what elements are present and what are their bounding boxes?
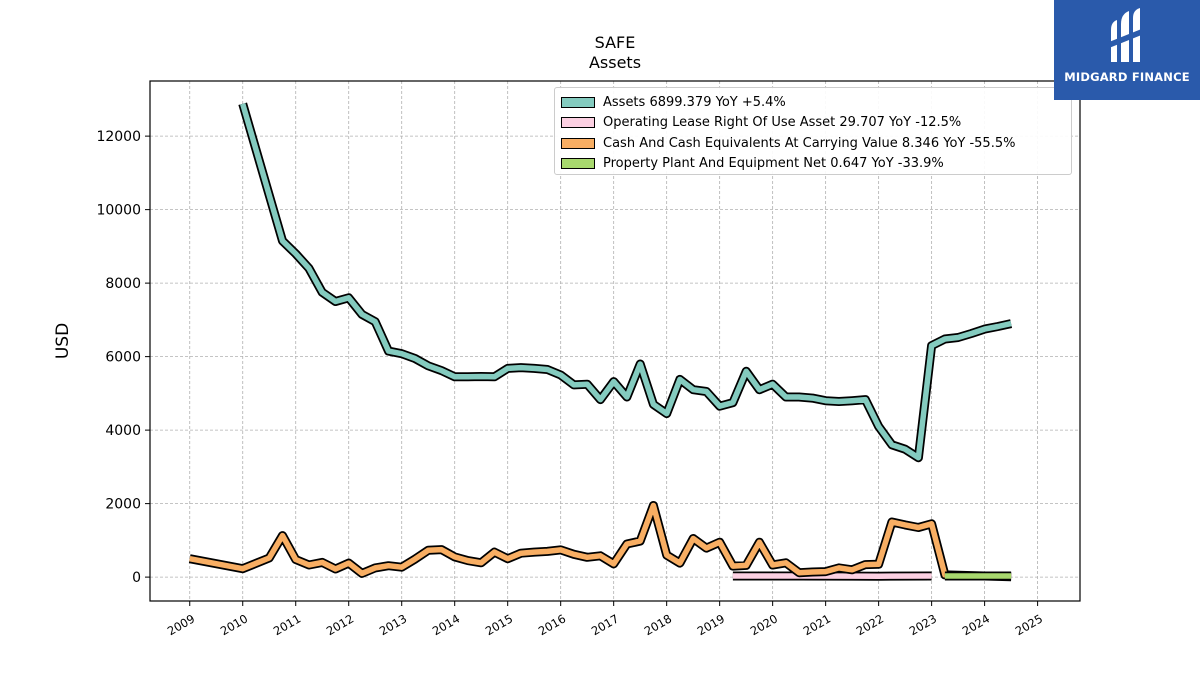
legend-item-cash: Cash And Cash Equivalents At Carrying Va…	[561, 133, 1065, 154]
x-tick-label: 2020	[748, 611, 780, 638]
y-tick-label: 6000	[105, 350, 141, 366]
y-tick-label: 0	[132, 570, 141, 586]
x-tick-label: 2015	[483, 611, 515, 638]
legend-swatch-cash	[561, 137, 595, 149]
x-tick-label: 2022	[854, 611, 886, 638]
x-tick-label: 2016	[536, 611, 568, 638]
x-tick-label: 2021	[801, 611, 833, 638]
y-axis: 0 2000 4000 6000 8000 10000 12000	[96, 129, 150, 586]
legend-swatch-operating-lease	[561, 117, 595, 129]
midgard-finance-logo: MIDGARD FINANCE	[1054, 0, 1200, 100]
x-tick-label: 2024	[960, 611, 992, 638]
series-line-cash-and-cash-equivalents-at-carrying-value	[189, 502, 1012, 580]
plot-frame	[149, 80, 1081, 602]
legend-label-assets: Assets 6899.379 YoY +5.4%	[603, 94, 786, 110]
x-tick-label: 2019	[695, 611, 727, 638]
x-tick-label: 2023	[907, 611, 939, 638]
x-tick-label: 2012	[324, 611, 356, 638]
chart-subtitle: Assets	[588, 53, 642, 72]
legend-swatch-ppe	[561, 158, 595, 170]
x-tick-label: 2011	[271, 611, 303, 638]
y-tick-label: 4000	[105, 423, 141, 439]
x-tick-label: 2009	[165, 611, 197, 638]
legend-label-cash: Cash And Cash Equivalents At Carrying Va…	[603, 135, 1016, 151]
y-tick-label: 2000	[105, 497, 141, 513]
legend-item-ppe: Property Plant And Equipment Net 0.647 Y…	[561, 154, 1065, 175]
x-tick-label: 2025	[1013, 611, 1045, 638]
x-tick-label: 2013	[377, 611, 409, 638]
legend: Assets 6899.379 YoY +5.4% Operating Leas…	[554, 87, 1072, 175]
x-axis: 2009 2010 2011 2012 2013 2014 2015 2016 2017 2018…	[165, 601, 1045, 638]
y-tick-label: 12000	[96, 129, 141, 145]
x-tick-label: 2018	[642, 611, 674, 638]
y-tick-label: 8000	[105, 276, 141, 292]
logo-mark-icon	[1109, 8, 1144, 62]
logo-text: MIDGARD FINANCE	[1064, 70, 1190, 84]
y-tick-label: 10000	[96, 203, 141, 219]
legend-swatch-assets	[561, 96, 595, 108]
y-axis-label: USD	[53, 323, 73, 359]
legend-item-operating-lease: Operating Lease Right Of Use Asset 29.70…	[561, 113, 1065, 134]
series-layer	[188, 102, 1013, 582]
x-tick-label: 2010	[218, 611, 250, 638]
series-line-assets	[240, 103, 1012, 461]
x-tick-label: 2017	[589, 611, 621, 638]
legend-item-assets: Assets 6899.379 YoY +5.4%	[561, 92, 1065, 113]
x-tick-label: 2014	[430, 611, 462, 638]
legend-label-operating-lease: Operating Lease Right Of Use Asset 29.70…	[603, 115, 962, 131]
chart-title: SAFE	[594, 33, 636, 52]
legend-label-ppe: Property Plant And Equipment Net 0.647 Y…	[603, 156, 944, 172]
